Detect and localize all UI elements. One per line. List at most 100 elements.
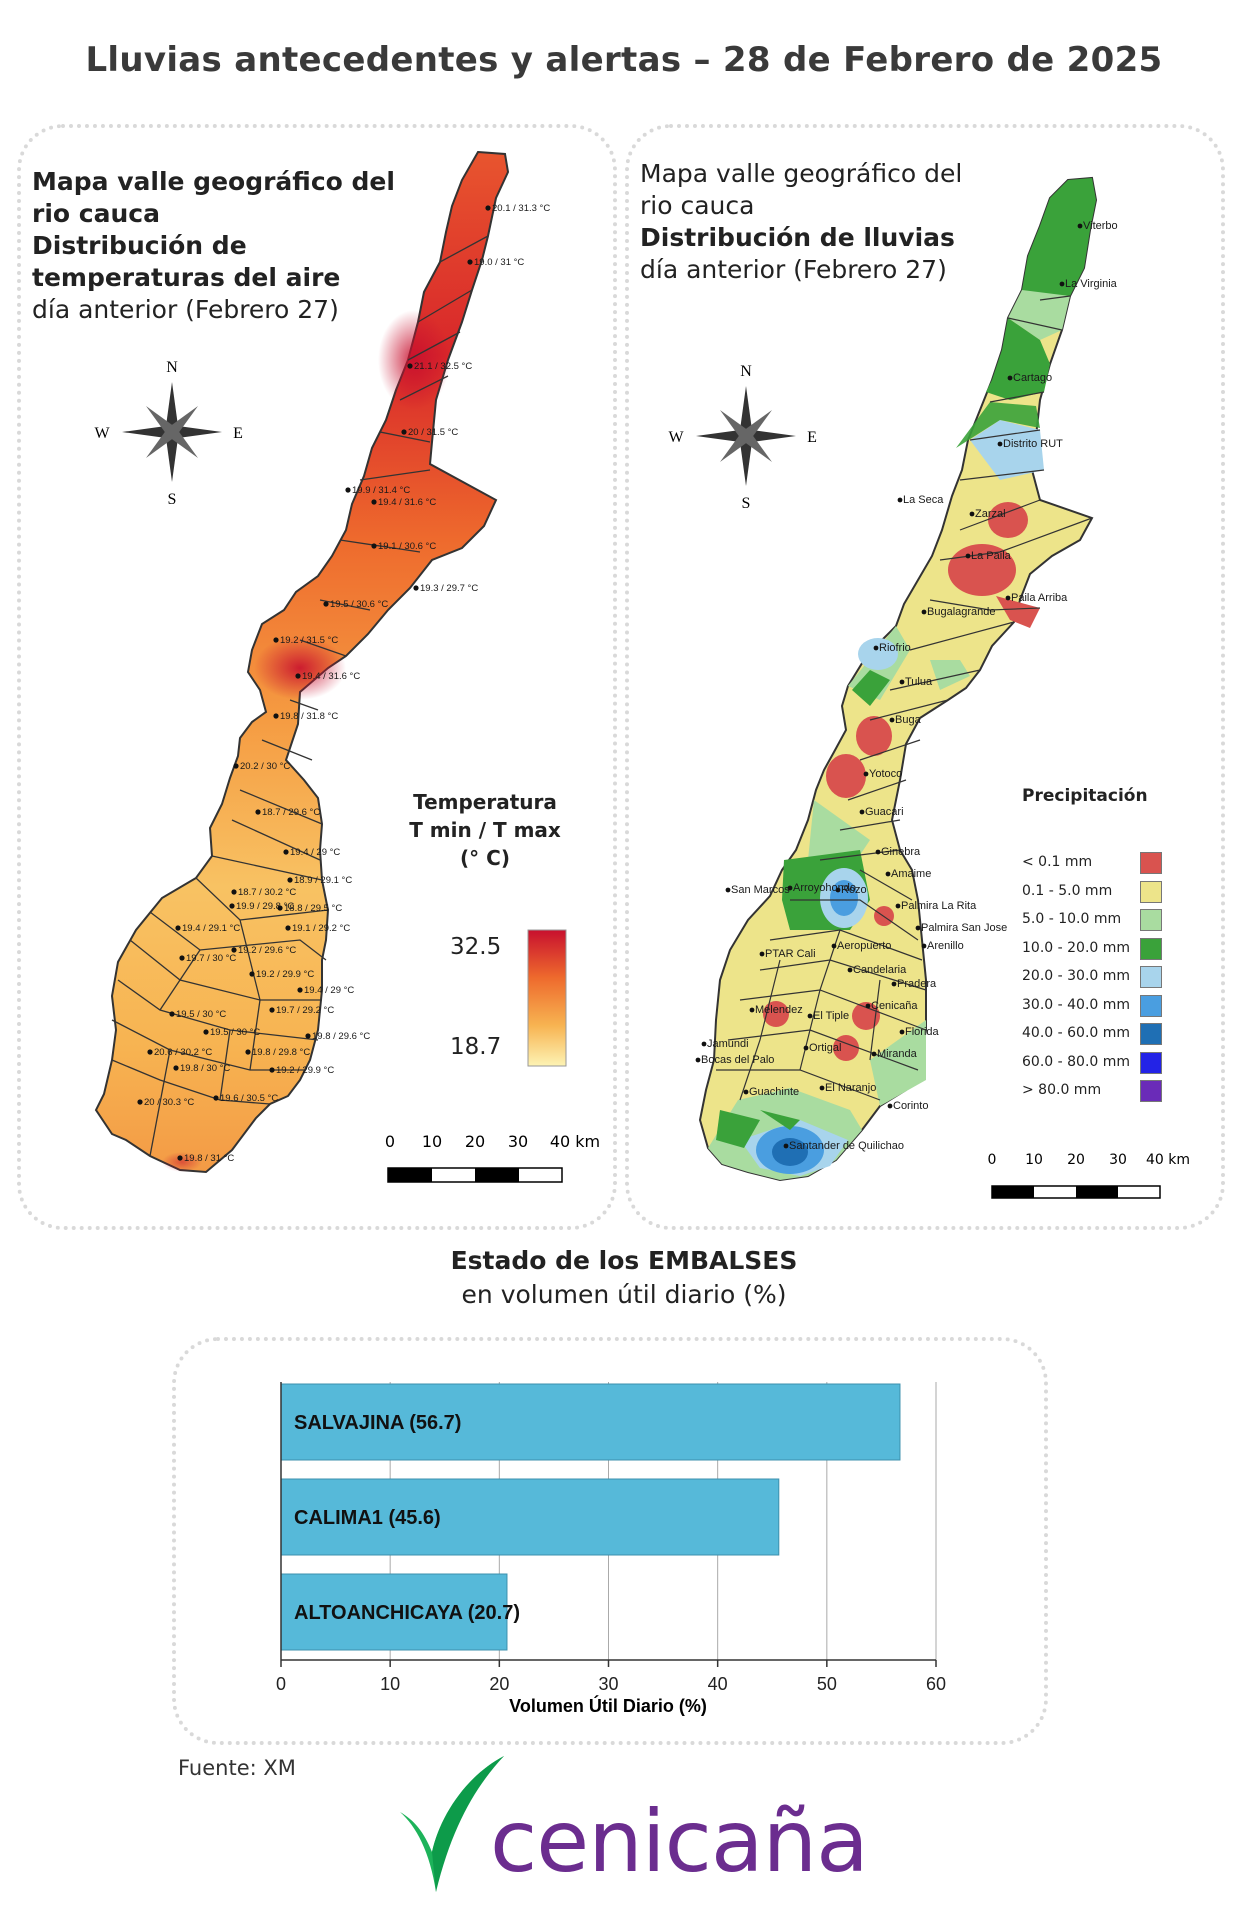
- temperature-station-label: 19.3 / 29.7 °C: [420, 583, 478, 594]
- temperature-station-label: 19.0 / 31 °C: [474, 257, 524, 268]
- rainfall-place-label: El Naranjo: [825, 1082, 876, 1094]
- rainfall-place-dot: [873, 645, 879, 651]
- reservoir-bar-chart: SALVAJINA (56.7) CALIMA1 (45.6) ALTOANCHIC…: [276, 1382, 946, 1716]
- temperature-station-dot: [295, 673, 301, 679]
- rainfall-place-label: La Paila: [971, 550, 1012, 562]
- reservoir-chart-title: Estado de los EMBALSES: [450, 1246, 798, 1275]
- cenicana-logo: cenicaña: [490, 1792, 869, 1892]
- temperature-station-dot: [203, 1029, 209, 1035]
- temperature-station-dot: [179, 955, 185, 961]
- reservoir-chart-tick-label: 10: [380, 1674, 400, 1694]
- rainfall-legend-label: 20.0 - 30.0 mm: [1022, 968, 1131, 984]
- temperature-station-dot: [175, 925, 181, 931]
- temperature-station-dot: [413, 585, 419, 591]
- temperature-station-label: 19.6 / 30.5 °C: [220, 1093, 278, 1104]
- reservoir-chart-tick-label: 20: [489, 1674, 509, 1694]
- rainfall-place-label: Palmira La Rita: [901, 900, 977, 912]
- temperature-station-label: 19.9 / 31.4 °C: [352, 485, 410, 496]
- temperature-station-label: 19.7 / 29.2 °C: [276, 1005, 334, 1016]
- rainfall-place-dot: [863, 771, 869, 777]
- temperature-station-label: 19.2 / 29.6 °C: [238, 945, 296, 956]
- rainfall-place-dot: [831, 943, 837, 949]
- reservoir-bar-label: SALVAJINA (56.7): [294, 1412, 461, 1434]
- reservoir-chart-tick-label: 30: [598, 1674, 618, 1694]
- svg-text:20: 20: [1067, 1152, 1085, 1168]
- rainfall-place-label: El Tiple: [813, 1010, 849, 1022]
- rainfall-legend-label: < 0.1 mm: [1022, 854, 1093, 870]
- temperature-station-dot: [245, 1049, 251, 1055]
- rainfall-place-label: La Seca: [903, 494, 944, 506]
- temperature-legend-gradient: [527, 929, 567, 1067]
- rainfall-place-dot: [1005, 595, 1011, 601]
- rainfall-place-label: Distrito RUT: [1003, 438, 1063, 450]
- rainfall-voronoi-lines: [716, 295, 1093, 1101]
- temperature-station-label: 20.6 / 30.2 °C: [154, 1047, 212, 1058]
- temperature-station-label: 19.8 / 31.8 °C: [280, 711, 338, 722]
- reservoir-chart-tick-label: 40: [708, 1674, 728, 1694]
- rainfall-place-dot: [969, 511, 975, 517]
- reservoir-chart-tick-label: 0: [276, 1674, 286, 1694]
- rainfall-place-dot: [997, 441, 1003, 447]
- rainfall-legend-label: 0.1 - 5.0 mm: [1022, 882, 1113, 899]
- rainfall-place-label: Jamundi: [707, 1038, 749, 1050]
- rainfall-legend-label: > 80.0 mm: [1022, 1082, 1102, 1098]
- rainfall-place-label: Bocas del Palo: [701, 1054, 774, 1066]
- rainfall-place-dot: [897, 497, 903, 503]
- rainfall-place-label: Pradera: [897, 978, 937, 990]
- rainfall-legend-swatch: [1140, 909, 1162, 931]
- rainfall-compass-icon: N S E W: [668, 363, 816, 512]
- page-title: Lluvias antecedentes y alertas – 28 de F…: [85, 40, 1163, 80]
- rainfall-place-dot: [749, 1007, 755, 1013]
- temperature-station-dot: [231, 947, 237, 953]
- reservoir-chart-x-ticks: 0 10 20 30 40 50 60: [276, 1660, 946, 1694]
- temperature-station-dot: [277, 905, 283, 911]
- rainfall-place-dot: [1059, 281, 1065, 287]
- rainfall-place-label: San Marcos: [731, 884, 790, 896]
- reservoir-chart-tick-label: 50: [817, 1674, 837, 1694]
- rainfall-place-dot: [871, 1051, 877, 1057]
- rainfall-place-label: Paila Arriba: [1011, 592, 1068, 604]
- temperature-station-label: 19.5 / 30 °C: [176, 1009, 226, 1020]
- rainfall-place-label: La Virginia: [1065, 278, 1118, 290]
- temperature-legend-min: 18.7: [450, 1034, 502, 1060]
- rainfall-legend-label: 10.0 - 20.0 mm: [1022, 939, 1131, 956]
- temperature-station-label: 21.1 / 32.5 °C: [414, 361, 472, 372]
- svg-text:40 km: 40 km: [550, 1132, 600, 1151]
- rainfall-place-dot: [889, 717, 895, 723]
- reservoir-bar: [280, 1383, 901, 1461]
- reservoir-chart-panel: [172, 1337, 1048, 1745]
- temperature-station-dot: [285, 925, 291, 931]
- temperature-station-label: 20.2 / 30 °C: [240, 761, 290, 772]
- rainfall-place-dot: [915, 925, 921, 931]
- rainfall-zones: [708, 178, 1096, 1180]
- temperature-station-dot: [137, 1099, 143, 1105]
- rainfall-place-dot: [807, 1013, 813, 1019]
- rainfall-place-label: Amaime: [891, 868, 931, 880]
- svg-text:0: 0: [385, 1132, 395, 1151]
- rainfall-place-dot: [891, 981, 897, 987]
- rainfall-place-dot: [921, 943, 927, 949]
- rainfall-place-label: Ortigal: [809, 1042, 841, 1054]
- temperature-station-label: 19.5 / 30 °C: [210, 1027, 260, 1038]
- svg-text:20: 20: [465, 1132, 485, 1151]
- rainfall-map-panel: [625, 124, 1225, 1230]
- rainfall-place-label: Palmira San Jose: [921, 922, 1007, 934]
- rainfall-place-label: Yotoco: [869, 768, 902, 780]
- svg-text:30: 30: [508, 1132, 528, 1151]
- rainfall-legend-swatch: [1140, 1023, 1162, 1045]
- rainfall-place-label: Aeropuerto: [837, 940, 891, 952]
- temperature-station-label: 19.1 / 30.6 °C: [378, 541, 436, 552]
- svg-text:W: W: [668, 429, 684, 446]
- temperature-station-dot: [323, 601, 329, 607]
- temperature-station-dot: [345, 487, 351, 493]
- rainfall-place-dot: [743, 1089, 749, 1095]
- rainfall-place-label: Zarzal: [975, 508, 1006, 520]
- temperature-map: 20.1 / 31.3 °C 19.0 / 31 °C 21.1 / 32.5 °C…: [94, 150, 600, 1183]
- temperature-station-dot: [233, 763, 239, 769]
- temperature-station-dot: [169, 1011, 175, 1017]
- temperature-station-dot: [269, 1007, 275, 1013]
- rainfall-place-label: Miranda: [877, 1048, 918, 1060]
- svg-text:10: 10: [422, 1132, 442, 1151]
- temperature-station-label: 19.8 / 29.8 °C: [252, 1047, 310, 1058]
- rainfall-legend-swatch: [1140, 994, 1162, 1017]
